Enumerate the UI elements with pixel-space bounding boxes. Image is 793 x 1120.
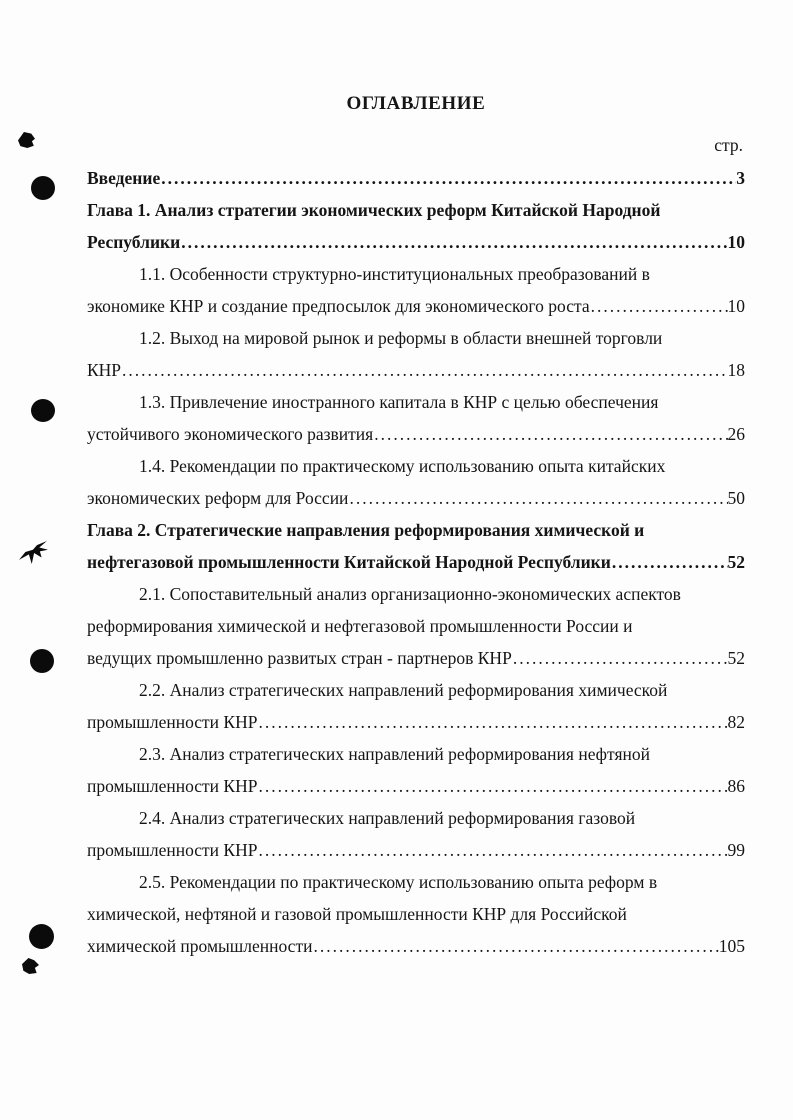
toc-entry-text: нефтегазовой промышленности Китайской На… (87, 552, 611, 572)
toc-line: 2.5. Рекомендации по практическому испол… (87, 866, 745, 898)
toc-entry-text: 2.4. Анализ стратегических направлений р… (139, 808, 636, 828)
toc-line: промышленности КНР......................… (87, 834, 745, 866)
toc-entry-text: КНР (87, 360, 122, 380)
toc-entry-text: экономических реформ для России (87, 488, 349, 508)
dot-leader: ........................................… (258, 712, 728, 732)
dot-leader: ........................................… (181, 232, 727, 252)
toc-page-number: 3 (736, 168, 745, 188)
toc-line: промышленности КНР......................… (87, 770, 745, 802)
toc-page-number: 10 (727, 296, 746, 316)
dot-leader: ........................................… (122, 360, 728, 380)
toc-page-number: 105 (718, 936, 745, 956)
dot-leader: ........................................… (349, 488, 727, 508)
toc-line: КНР ....................................… (87, 354, 745, 386)
toc-line: нефтегазовой промышленности Китайской На… (87, 546, 745, 578)
toc-entry-text: промышленности КНР (87, 840, 258, 860)
toc-page-number: 99 (727, 840, 746, 860)
toc-line: Введение................................… (87, 162, 745, 194)
toc-entry-text: 2.1. Сопоставительный анализ организацио… (139, 584, 681, 604)
toc-line: 1.3. Привлечение иностранного капитала в… (87, 386, 745, 418)
toc-line: устойчивого экономического развития.....… (87, 418, 745, 450)
toc-entry-text: Глава 2. Стратегические направления рефо… (87, 520, 645, 540)
toc-entry-text: 1.2. Выход на мировой рынок и реформы в … (139, 328, 663, 348)
toc-line: ведущих промышленно развитых стран - пар… (87, 642, 745, 674)
toc-line: 1.4. Рекомендации по практическому испол… (87, 450, 745, 482)
dot-leader: ........................................… (611, 552, 728, 572)
toc-entry-text: химической, нефтяной и газовой промышлен… (87, 904, 627, 924)
toc-entry-text: 1.1. Особенности структурно-институциона… (139, 264, 650, 284)
toc-page-number: 26 (727, 424, 746, 444)
toc-line: 2.3. Анализ стратегических направлений р… (87, 738, 745, 770)
toc-page-number: 50 (727, 488, 746, 508)
ink-splat (19, 541, 48, 564)
toc-page-number: 18 (727, 360, 746, 380)
dot-leader: ........................................… (590, 296, 728, 316)
dot-leader: ........................................… (313, 936, 718, 956)
toc-page-number: 86 (727, 776, 746, 796)
toc-page-number: 10 (727, 232, 746, 252)
toc-entry-text: реформирования химической и нефтегазовой… (87, 616, 633, 636)
ink-dot (31, 176, 55, 200)
toc-line: 1.1. Особенности структурно-институциона… (87, 258, 745, 290)
ink-splat (22, 958, 39, 974)
toc-line: реформирования химической и нефтегазовой… (87, 610, 745, 642)
dot-leader: ........................................… (374, 424, 728, 444)
toc-entry-text: Республики (87, 232, 181, 252)
toc-entry-text: устойчивого экономического развития (87, 424, 374, 444)
toc-line: 1.2. Выход на мировой рынок и реформы в … (87, 322, 745, 354)
page-title: ОГЛАВЛЕНИЕ (346, 93, 486, 114)
ink-dot (29, 924, 54, 949)
toc-line: Глава 1. Анализ стратегии экономических … (87, 194, 745, 226)
dot-leader: ........................................… (161, 168, 736, 188)
toc-line: экономических реформ для России.........… (87, 482, 745, 514)
toc-lines: Введение................................… (87, 162, 745, 962)
dot-leader: ........................................… (512, 648, 728, 668)
ink-dot (30, 649, 54, 673)
toc-entry-text: 2.3. Анализ стратегических направлений р… (139, 744, 650, 764)
dot-leader: ........................................… (258, 840, 728, 860)
toc-page-number: 82 (727, 712, 746, 732)
ink-splat (18, 132, 35, 148)
page-column-label: стр. (714, 135, 743, 155)
toc-line: промышленности КНР......................… (87, 706, 745, 738)
toc-line: химической промышленности...............… (87, 930, 745, 962)
toc-entry-text: химической промышленности (87, 936, 313, 956)
toc-entry-text: Введение (87, 168, 161, 188)
toc-entry-text: 2.2. Анализ стратегических направлений р… (139, 680, 668, 700)
toc-entry-text: ведущих промышленно развитых стран - пар… (87, 648, 512, 668)
toc-entry-text: промышленности КНР (87, 776, 258, 796)
toc-entry-text: 1.4. Рекомендации по практическому испол… (139, 456, 666, 476)
toc-entry-text: экономике КНР и создание предпосылок для… (87, 296, 590, 316)
toc-entry-text: Глава 1. Анализ стратегии экономических … (87, 200, 661, 220)
toc-line: Республики .............................… (87, 226, 745, 258)
toc-line: 2.1. Сопоставительный анализ организацио… (87, 578, 745, 610)
toc-entry-text: 2.5. Рекомендации по практическому испол… (139, 872, 658, 892)
ink-dot (31, 399, 55, 422)
toc-page-number: 52 (727, 648, 746, 668)
toc-line: Глава 2. Стратегические направления рефо… (87, 514, 745, 546)
toc-line: 2.2. Анализ стратегических направлений р… (87, 674, 745, 706)
dot-leader: ........................................… (258, 776, 728, 796)
toc-line: экономике КНР и создание предпосылок для… (87, 290, 745, 322)
toc-entry-text: 1.3. Привлечение иностранного капитала в… (139, 392, 659, 412)
toc-entry-text: промышленности КНР (87, 712, 258, 732)
toc-line: химической, нефтяной и газовой промышлен… (87, 898, 745, 930)
toc-page-number: 52 (727, 552, 746, 572)
toc-line: 2.4. Анализ стратегических направлений р… (87, 802, 745, 834)
